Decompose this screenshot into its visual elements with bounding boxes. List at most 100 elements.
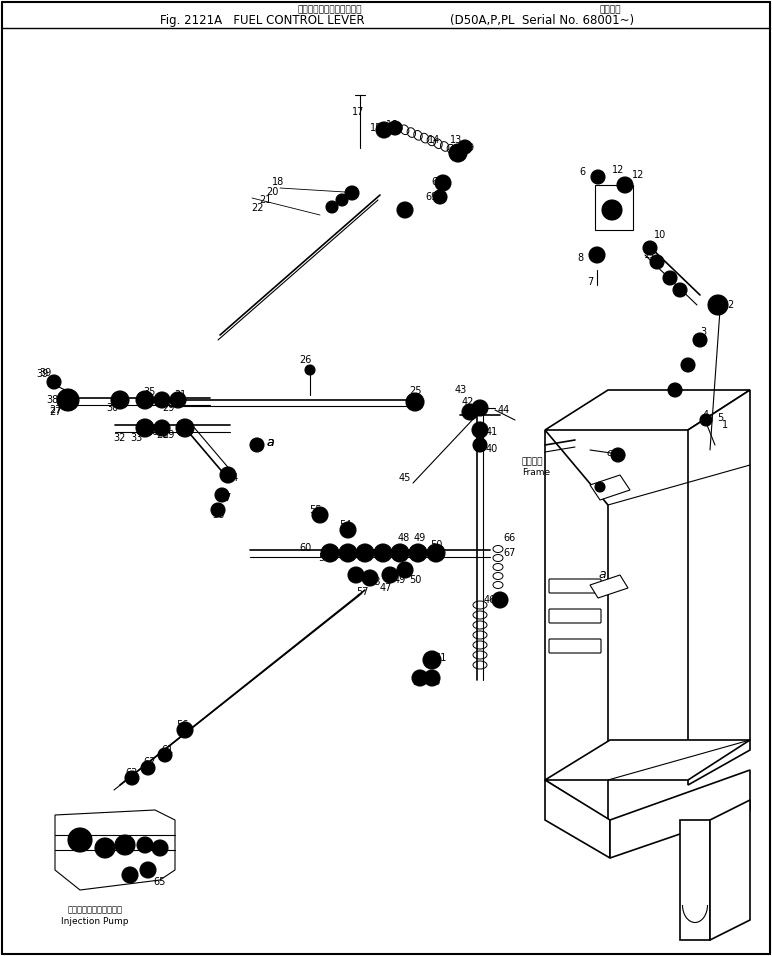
Text: 33: 33 [130,433,142,443]
Text: 17: 17 [352,107,364,117]
Text: 39: 39 [36,369,48,379]
Text: 63: 63 [126,768,138,778]
Text: 67: 67 [504,548,516,558]
Circle shape [412,670,428,686]
Text: 45: 45 [399,473,411,483]
Text: 66: 66 [504,533,516,543]
Text: 52: 52 [411,677,425,687]
Text: 37: 37 [218,493,231,503]
Circle shape [95,838,115,858]
Text: 47: 47 [380,583,392,593]
Text: 40: 40 [486,444,498,454]
Circle shape [115,835,135,855]
Circle shape [57,389,79,411]
Circle shape [591,170,605,184]
Text: 27: 27 [49,407,61,417]
Text: 49: 49 [394,575,406,585]
Circle shape [220,467,236,483]
Text: Injection Pump: Injection Pump [61,918,129,926]
Circle shape [406,393,424,411]
Circle shape [388,121,402,135]
Circle shape [47,375,61,389]
Text: 20: 20 [266,187,278,197]
Text: 18: 18 [272,177,284,187]
Text: 30: 30 [146,427,158,437]
Text: 19: 19 [400,203,412,213]
Text: 60: 60 [300,543,312,553]
Text: a: a [266,437,274,449]
Text: 58: 58 [367,577,380,587]
Circle shape [348,567,364,583]
Text: フレーム: フレーム [522,458,543,467]
Text: 7: 7 [587,277,593,287]
Circle shape [643,241,657,255]
Circle shape [589,247,605,263]
Circle shape [423,651,441,669]
Circle shape [177,722,193,738]
Circle shape [668,383,682,397]
Text: 15: 15 [370,123,382,133]
FancyBboxPatch shape [549,609,601,623]
Circle shape [435,175,451,191]
Circle shape [140,862,156,878]
Text: 35: 35 [144,387,156,397]
Circle shape [433,190,447,204]
Circle shape [681,358,695,372]
Polygon shape [545,780,610,858]
Circle shape [397,202,413,218]
Circle shape [141,761,155,775]
Text: c: c [607,448,613,458]
Circle shape [663,271,677,285]
Text: 51: 51 [434,653,446,663]
Circle shape [68,828,92,852]
Circle shape [708,295,728,315]
Circle shape [137,837,153,853]
Polygon shape [688,390,750,785]
Text: 28: 28 [156,430,168,440]
Circle shape [458,140,472,154]
Circle shape [326,201,338,213]
Circle shape [424,670,440,686]
Text: 26: 26 [299,355,311,365]
Circle shape [473,438,487,452]
Circle shape [111,391,129,409]
Circle shape [650,255,664,269]
Text: 6: 6 [579,167,585,177]
Text: 42: 42 [462,397,474,407]
Text: 57: 57 [356,587,368,597]
Circle shape [427,544,445,562]
Circle shape [462,404,478,420]
Text: 12: 12 [631,170,644,180]
Circle shape [305,365,315,375]
Text: 11: 11 [644,250,656,260]
Circle shape [339,544,357,562]
Text: 53: 53 [428,677,440,687]
Circle shape [397,562,413,578]
Circle shape [154,392,170,408]
Text: 14: 14 [428,135,440,145]
Circle shape [345,186,359,200]
Text: 29: 29 [162,403,174,413]
Circle shape [211,503,225,517]
Text: a: a [266,437,274,449]
Polygon shape [590,575,628,598]
Text: 3: 3 [700,327,706,337]
Text: 2: 2 [727,300,733,310]
Text: 13: 13 [450,135,462,145]
Circle shape [492,592,508,608]
Circle shape [356,544,374,562]
Text: 41: 41 [486,427,498,437]
Polygon shape [710,800,750,940]
Text: 36: 36 [212,510,224,520]
Circle shape [472,422,488,438]
Text: (D50A,P,PL  Serial No. 68001~): (D50A,P,PL Serial No. 68001~) [450,13,634,27]
Text: 65: 65 [154,877,166,887]
Circle shape [136,419,154,437]
Circle shape [154,420,170,436]
Circle shape [472,400,488,416]
Bar [595,185,633,230]
Text: 30: 30 [106,403,118,413]
Circle shape [617,177,633,193]
Circle shape [449,144,467,162]
Circle shape [152,840,168,856]
